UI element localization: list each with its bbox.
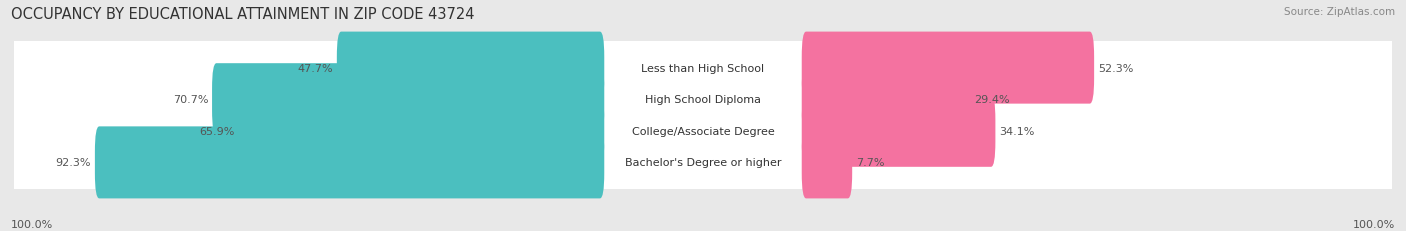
Text: 65.9%: 65.9% bbox=[198, 126, 235, 136]
Text: 7.7%: 7.7% bbox=[856, 158, 884, 168]
Text: Bachelor's Degree or higher: Bachelor's Degree or higher bbox=[624, 158, 782, 168]
FancyBboxPatch shape bbox=[337, 33, 605, 104]
FancyBboxPatch shape bbox=[801, 95, 995, 167]
Text: OCCUPANCY BY EDUCATIONAL ATTAINMENT IN ZIP CODE 43724: OCCUPANCY BY EDUCATIONAL ATTAINMENT IN Z… bbox=[11, 7, 475, 22]
FancyBboxPatch shape bbox=[94, 127, 605, 198]
Text: Less than High School: Less than High School bbox=[641, 63, 765, 73]
Text: 100.0%: 100.0% bbox=[11, 219, 53, 229]
FancyBboxPatch shape bbox=[801, 33, 1094, 104]
Text: 52.3%: 52.3% bbox=[1098, 63, 1133, 73]
FancyBboxPatch shape bbox=[238, 95, 605, 167]
Text: 47.7%: 47.7% bbox=[298, 63, 333, 73]
FancyBboxPatch shape bbox=[801, 127, 852, 198]
FancyBboxPatch shape bbox=[801, 64, 970, 136]
FancyBboxPatch shape bbox=[11, 9, 1395, 128]
Text: 29.4%: 29.4% bbox=[974, 95, 1010, 105]
Text: College/Associate Degree: College/Associate Degree bbox=[631, 126, 775, 136]
Text: 92.3%: 92.3% bbox=[56, 158, 91, 168]
FancyBboxPatch shape bbox=[11, 41, 1395, 159]
Text: 70.7%: 70.7% bbox=[173, 95, 208, 105]
FancyBboxPatch shape bbox=[11, 72, 1395, 190]
Text: High School Diploma: High School Diploma bbox=[645, 95, 761, 105]
FancyBboxPatch shape bbox=[212, 64, 605, 136]
Text: 34.1%: 34.1% bbox=[1000, 126, 1035, 136]
Text: 100.0%: 100.0% bbox=[1353, 219, 1395, 229]
FancyBboxPatch shape bbox=[11, 103, 1395, 222]
Text: Source: ZipAtlas.com: Source: ZipAtlas.com bbox=[1284, 7, 1395, 17]
